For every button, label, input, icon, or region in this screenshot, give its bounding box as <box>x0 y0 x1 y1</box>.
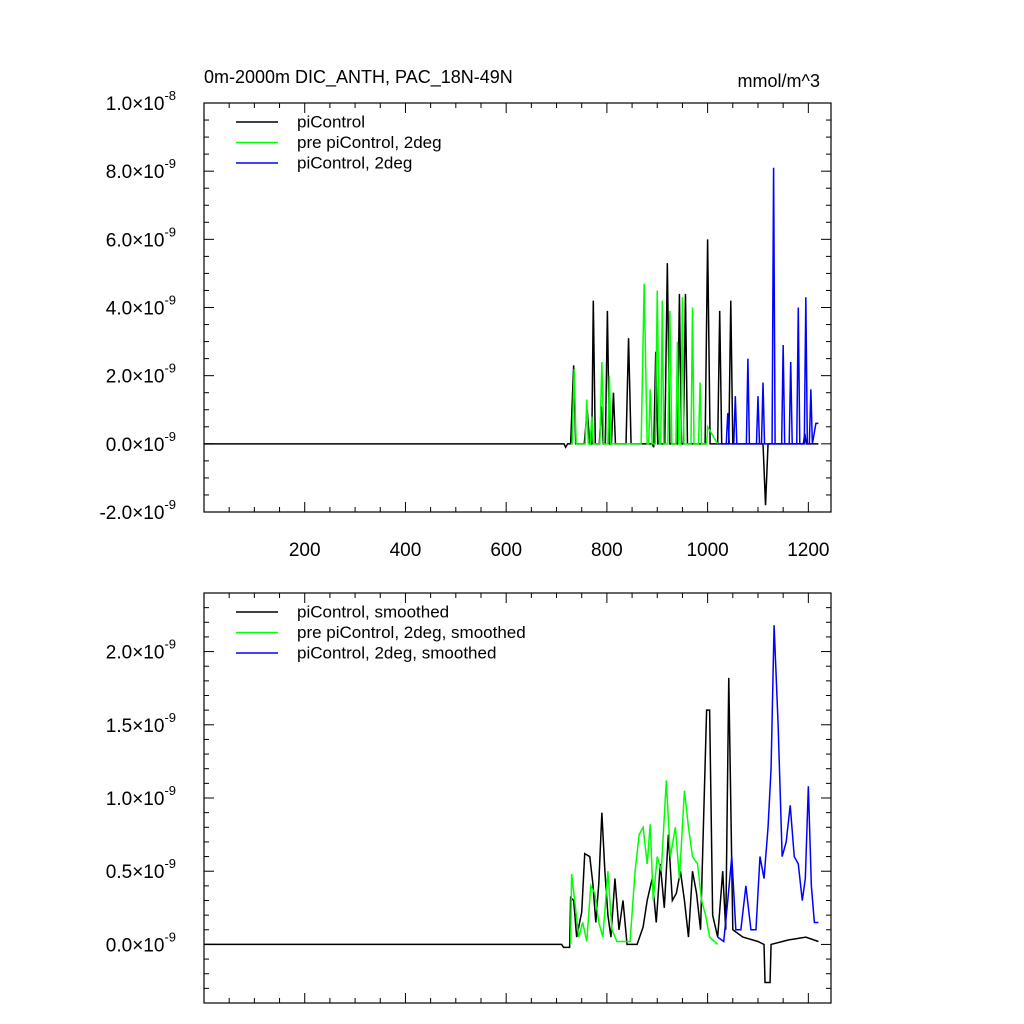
x-tick-label: 1000 <box>686 540 728 561</box>
panel: 200 400 600 800 1000 1200-2.0×10-90.0×10-92.0… <box>99 88 832 561</box>
legend-label: pre piControl, 2deg <box>297 133 442 152</box>
x-tick-label: 1200 <box>787 540 829 561</box>
y-tick-label: 8.0×10-9 <box>106 157 176 184</box>
y-tick-mantissa: 2.0×10 <box>106 367 165 388</box>
y-tick-exponent: -9 <box>164 783 176 798</box>
plot-lines <box>204 167 819 506</box>
y-tick-exponent: -9 <box>164 857 176 872</box>
series-line <box>570 283 719 445</box>
y-tick-mantissa: 1.0×10 <box>106 789 165 810</box>
y-tick-mantissa: 0.0×10 <box>106 435 165 456</box>
y-tick-label: 0.5×10-9 <box>106 857 176 884</box>
legend-label: piControl <box>297 112 365 131</box>
y-tick-exponent: -9 <box>164 429 176 444</box>
y-tick-exponent: -9 <box>164 497 176 512</box>
units-annotation: mmol/m^3 <box>738 71 820 91</box>
legend: piControl, smoothed pre piControl, 2deg, … <box>236 602 526 662</box>
legend-label: pre piControl, 2deg, smoothed <box>297 623 526 642</box>
y-tick-label: 0.0×10-9 <box>106 429 176 456</box>
y-tick-label: 4.0×10-9 <box>106 293 176 320</box>
y-tick-mantissa: 1.5×10 <box>106 716 165 737</box>
y-tick-label: 0.0×10-9 <box>106 930 176 957</box>
y-tick-label: 2.0×10-9 <box>106 637 176 664</box>
y-tick-label: 1.5×10-9 <box>106 710 176 737</box>
y-tick-exponent: -9 <box>164 293 176 308</box>
y-tick-exponent: -9 <box>164 637 176 652</box>
y-tick-exponent: -8 <box>164 88 176 103</box>
legend-label: piControl, smoothed <box>297 602 449 621</box>
y-tick-mantissa: -2.0×10 <box>99 503 164 524</box>
y-tick-mantissa: 6.0×10 <box>106 230 165 251</box>
ticks <box>203 102 831 513</box>
legend-label: piControl, 2deg <box>297 153 412 172</box>
plot-lines <box>204 625 819 984</box>
ticks <box>203 592 831 1004</box>
legend-label: piControl, 2deg, smoothed <box>297 643 496 662</box>
y-tick-label: 6.0×10-9 <box>106 225 176 252</box>
x-tick-label: 200 <box>289 540 321 561</box>
y-tick-exponent: -9 <box>164 710 176 725</box>
panel: 0.0×10-90.5×10-91.0×10-91.5×10-92.0×10-9… <box>106 592 832 1004</box>
x-tick-label: 800 <box>591 540 623 561</box>
y-tick-exponent: -9 <box>164 157 176 172</box>
y-tick-mantissa: 1.0×10 <box>106 94 165 115</box>
y-tick-label: 1.0×10-9 <box>106 783 176 810</box>
y-tick-mantissa: 0.0×10 <box>106 935 165 956</box>
y-tick-label: 1.0×10-8 <box>106 88 176 115</box>
y-tick-label: -2.0×10-9 <box>99 497 176 524</box>
y-tick-exponent: -9 <box>164 361 176 376</box>
series-line <box>717 167 819 445</box>
plot-frame <box>203 592 832 1004</box>
y-tick-mantissa: 4.0×10 <box>106 299 165 320</box>
series-line <box>204 677 819 984</box>
series-line <box>717 625 819 943</box>
chart-title: 0m-2000m DIC_ANTH, PAC_18N-49N <box>204 67 513 88</box>
y-tick-mantissa: 0.5×10 <box>106 862 165 883</box>
y-tick-label: 2.0×10-9 <box>106 361 176 388</box>
series-line <box>569 780 719 945</box>
plot-frame <box>203 102 832 513</box>
y-tick-mantissa: 2.0×10 <box>106 643 165 664</box>
y-tick-mantissa: 8.0×10 <box>106 162 165 183</box>
x-tick-label: 400 <box>390 540 422 561</box>
x-tick-label: 600 <box>490 540 522 561</box>
y-tick-exponent: -9 <box>164 930 176 945</box>
series-line <box>204 239 819 506</box>
y-tick-exponent: -9 <box>164 225 176 240</box>
